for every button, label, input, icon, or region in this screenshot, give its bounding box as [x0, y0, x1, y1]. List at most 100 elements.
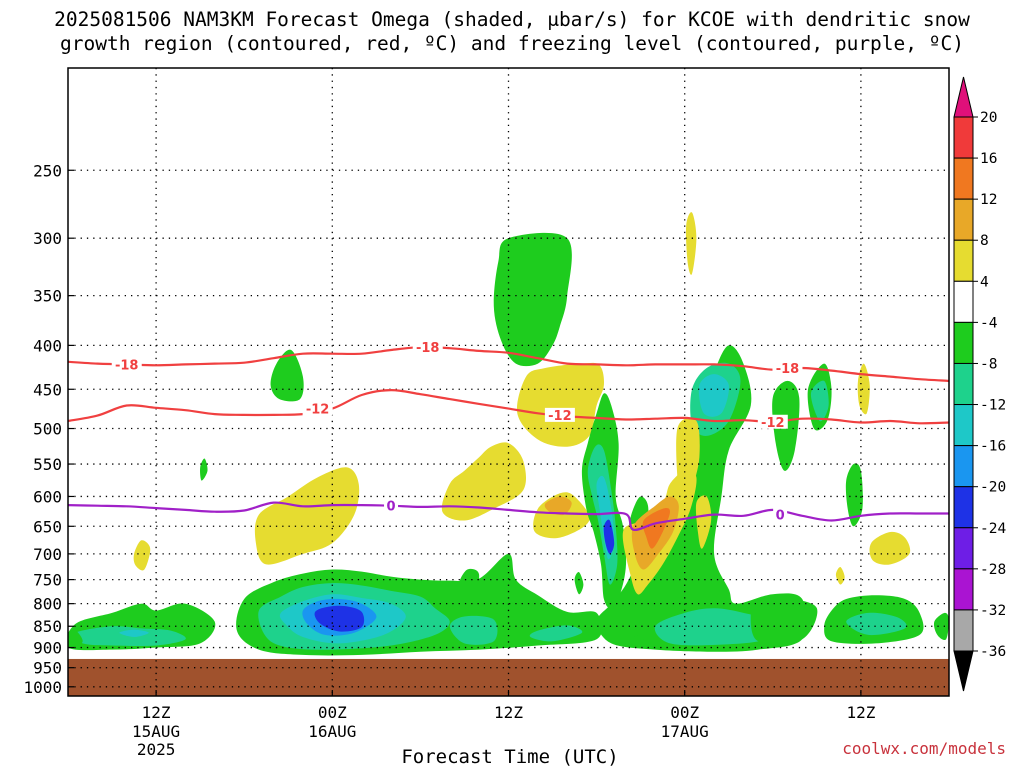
- x-tick-label: 16AUG: [308, 722, 356, 741]
- x-tick-label: 00Z: [318, 703, 347, 722]
- contour-label-bg: [111, 357, 142, 372]
- omega-shade-region: [270, 349, 304, 402]
- contour-label-bg: [302, 401, 333, 416]
- contour-line: [68, 388, 949, 425]
- colorbar-label: 8: [980, 233, 989, 249]
- y-tick-label: 250: [33, 161, 62, 180]
- contour-label: -12: [761, 416, 785, 431]
- x-axis-label: Forecast Time (UTC): [401, 746, 618, 768]
- colorbar-bin: [953, 280, 974, 323]
- y-axis-pressure: 250 300 350 400 450 500 550 600 650 700 750 800 850 9…: [23, 161, 74, 697]
- colorbar-label: 20: [980, 110, 997, 126]
- colorbar-bin: [953, 445, 974, 488]
- colorbar-label: -20: [980, 480, 1006, 496]
- colorbar-label: -12: [980, 398, 1006, 414]
- contour-label: 0: [387, 500, 396, 515]
- colorbar-bin: [953, 239, 974, 282]
- omega-shade-region: [835, 566, 845, 585]
- x-tick-label: 15AUG: [132, 722, 180, 741]
- omega-shade-region: [314, 605, 365, 632]
- contour-label-bg: [757, 414, 788, 429]
- omega-shade-region: [633, 634, 646, 641]
- x-tick-label: 00Z: [670, 703, 699, 722]
- omega-shade-region: [574, 572, 584, 595]
- y-tick-label: 850: [33, 617, 62, 636]
- plot-area: -18 -18 -18 -12 -12 -12 0 0: [68, 68, 949, 696]
- colorbar-bin: [953, 404, 974, 447]
- colorbar-label: -36: [980, 644, 1006, 660]
- y-tick-label: 750: [33, 571, 62, 590]
- omega-shade-region: [695, 495, 712, 549]
- y-tick-label: 350: [33, 287, 62, 306]
- terrain-below-ground: [68, 658, 949, 696]
- y-tick-label: 550: [33, 455, 62, 474]
- contour-label: -12: [548, 409, 572, 424]
- contour-label-bg: [544, 407, 575, 422]
- colorbar-bin: [953, 486, 974, 529]
- x-tick-label: 12Z: [846, 703, 875, 722]
- y-tick-label: 650: [33, 517, 62, 536]
- chart-title: 2025081506 NAM3KM Forecast Omega (shaded…: [54, 8, 970, 55]
- colorbar-bin: [953, 321, 974, 364]
- omega-shade-region: [603, 519, 615, 554]
- colorbar-bin-bottom: [953, 650, 974, 692]
- omega-shade-region: [698, 374, 730, 417]
- omega-shade-region: [642, 507, 670, 549]
- credit-text: coolwx.com/models: [842, 739, 1006, 758]
- omega-shade-region: [529, 625, 583, 642]
- contour-label-bg: [773, 507, 788, 522]
- y-tick-label: 700: [33, 545, 62, 564]
- colorbar-bin: [953, 116, 974, 159]
- x-tick-label: 2025: [137, 740, 176, 759]
- omega-shade-region: [785, 594, 797, 623]
- y-tick-label: 1000: [23, 678, 62, 697]
- title-line-1: 2025081506 NAM3KM Forecast Omega (shaded…: [54, 8, 970, 31]
- y-tick-label: 400: [33, 336, 62, 355]
- omega-shade-region: [676, 417, 700, 521]
- colorbar-bin: [953, 198, 974, 241]
- y-tick-label: 300: [33, 229, 62, 248]
- y-tick-label: 900: [33, 639, 62, 658]
- omega-shade-region: [544, 496, 572, 516]
- colorbar-bin: [953, 362, 974, 406]
- omega-shade-region: [254, 467, 360, 565]
- omega-shade-region: [458, 568, 480, 606]
- contour-line: [68, 501, 949, 532]
- contour-label: -12: [306, 403, 330, 418]
- contour-label-bg: [412, 340, 443, 355]
- colorbar-bin: [953, 568, 974, 611]
- contour-label-bg: [772, 360, 803, 375]
- colorbar-label: -4: [980, 315, 998, 331]
- y-tick-label: 600: [33, 487, 62, 506]
- colorbar-label: -24: [980, 521, 1006, 537]
- x-tick-label: 12Z: [142, 703, 171, 722]
- omega-shade-region: [493, 232, 572, 367]
- omega-shade-region: [516, 362, 605, 447]
- contour-label: -18: [115, 358, 139, 373]
- colorbar-label: -16: [980, 439, 1006, 455]
- title-line-2: growth region (contoured, red, ºC) and f…: [60, 32, 964, 55]
- omega-shade-region: [869, 531, 911, 565]
- omega-shade-region: [933, 612, 949, 640]
- omega-shade-region: [441, 442, 527, 521]
- omega-shade-region: [68, 630, 83, 648]
- contour-label-bg: [384, 498, 399, 513]
- colorbar: 20 16 12 8 4 -4 -8 -12 -16 -20 -24 -28 -32 -36: [953, 76, 1006, 692]
- colorbar-label: 16: [980, 151, 997, 167]
- contour-label: 0: [776, 509, 785, 524]
- x-tick-label: 12Z: [494, 703, 523, 722]
- colorbar-label: -28: [980, 562, 1006, 578]
- omega-shade-region: [857, 363, 870, 415]
- colorbar-bin: [953, 157, 974, 200]
- contour-label: -18: [416, 341, 440, 356]
- omega-shade-region: [685, 212, 697, 275]
- omega-shade-region: [845, 463, 863, 527]
- colorbar-bin-top: [953, 76, 974, 118]
- omega-shade-region: [810, 380, 829, 422]
- omega-shade-region: [119, 629, 149, 637]
- colorbar-label: 4: [980, 274, 989, 290]
- colorbar-bin: [953, 527, 974, 570]
- x-tick-label: 17AUG: [661, 722, 709, 741]
